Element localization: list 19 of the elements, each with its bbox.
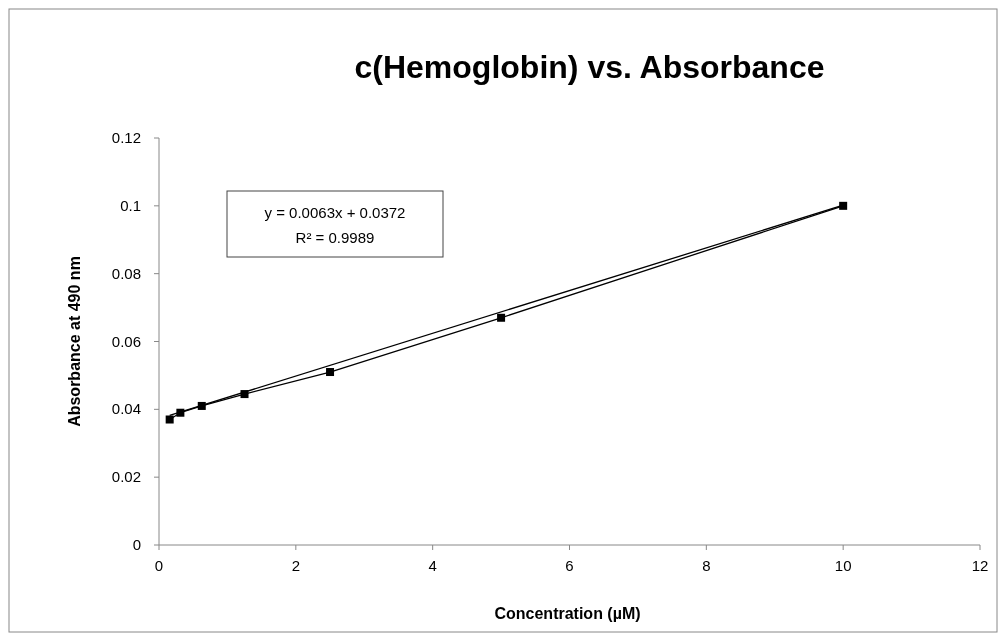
y-tick-label: 0.06 — [111, 332, 141, 350]
y-tick-label: 0.04 — [111, 400, 141, 418]
y-tick-label: 0.08 — [111, 264, 141, 282]
y-tick-label: 0 — [132, 536, 141, 553]
x-tick-label: 0 — [154, 557, 164, 574]
x-tick-label: 4 — [428, 557, 437, 574]
x-tick-label: 8 — [702, 557, 711, 574]
annotation: y = 0.0063x + 0.0372 — [264, 204, 406, 221]
y-tick-label: 0.12 — [111, 129, 141, 146]
x-tick-label: 6 — [565, 557, 574, 574]
x-tick-label: 12 — [971, 557, 989, 574]
x-axis-title: Concentration (µM) — [494, 605, 641, 622]
x-tick-label: 2 — [291, 557, 301, 574]
y-tick-label: 0.1 — [120, 196, 141, 214]
chart-title: c(Hemoglobin) vs. Absorbance — [354, 49, 825, 85]
x-tick-label: 10 — [834, 557, 852, 574]
y-tick-label: 0.02 — [111, 468, 141, 486]
y-axis-title: Absorbance at 490 nm — [66, 256, 83, 427]
annotation: R² = 0.9989 — [295, 229, 375, 246]
